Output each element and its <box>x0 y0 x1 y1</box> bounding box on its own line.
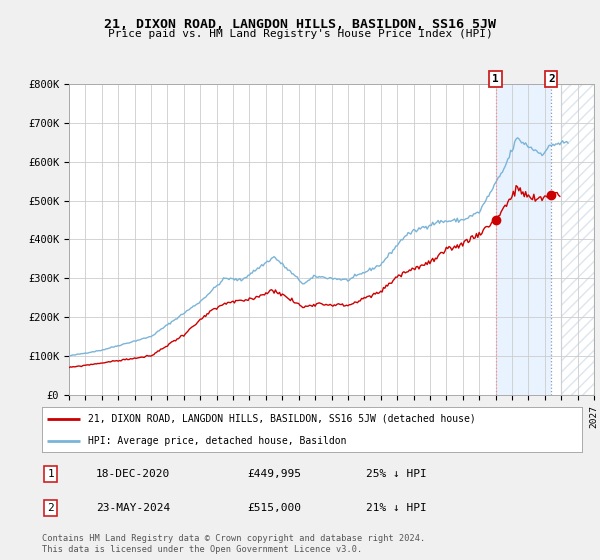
Text: 21% ↓ HPI: 21% ↓ HPI <box>366 503 427 513</box>
Text: 21, DIXON ROAD, LANGDON HILLS, BASILDON, SS16 5JW (detached house): 21, DIXON ROAD, LANGDON HILLS, BASILDON,… <box>88 414 476 424</box>
Text: £449,995: £449,995 <box>247 469 301 479</box>
Text: 2: 2 <box>47 503 54 513</box>
Text: 21, DIXON ROAD, LANGDON HILLS, BASILDON, SS16 5JW: 21, DIXON ROAD, LANGDON HILLS, BASILDON,… <box>104 18 496 31</box>
Text: 18-DEC-2020: 18-DEC-2020 <box>96 469 170 479</box>
Text: 2: 2 <box>548 74 555 84</box>
Text: Contains HM Land Registry data © Crown copyright and database right 2024.
This d: Contains HM Land Registry data © Crown c… <box>42 534 425 554</box>
Text: Price paid vs. HM Land Registry's House Price Index (HPI): Price paid vs. HM Land Registry's House … <box>107 29 493 39</box>
Bar <box>561 84 594 395</box>
Text: 1: 1 <box>47 469 54 479</box>
Text: HPI: Average price, detached house, Basildon: HPI: Average price, detached house, Basi… <box>88 436 346 446</box>
Text: 23-MAY-2024: 23-MAY-2024 <box>96 503 170 513</box>
Text: 1: 1 <box>492 74 499 84</box>
Bar <box>561 84 594 395</box>
Text: £515,000: £515,000 <box>247 503 301 513</box>
Bar <box>496 84 551 395</box>
Text: 25% ↓ HPI: 25% ↓ HPI <box>366 469 427 479</box>
